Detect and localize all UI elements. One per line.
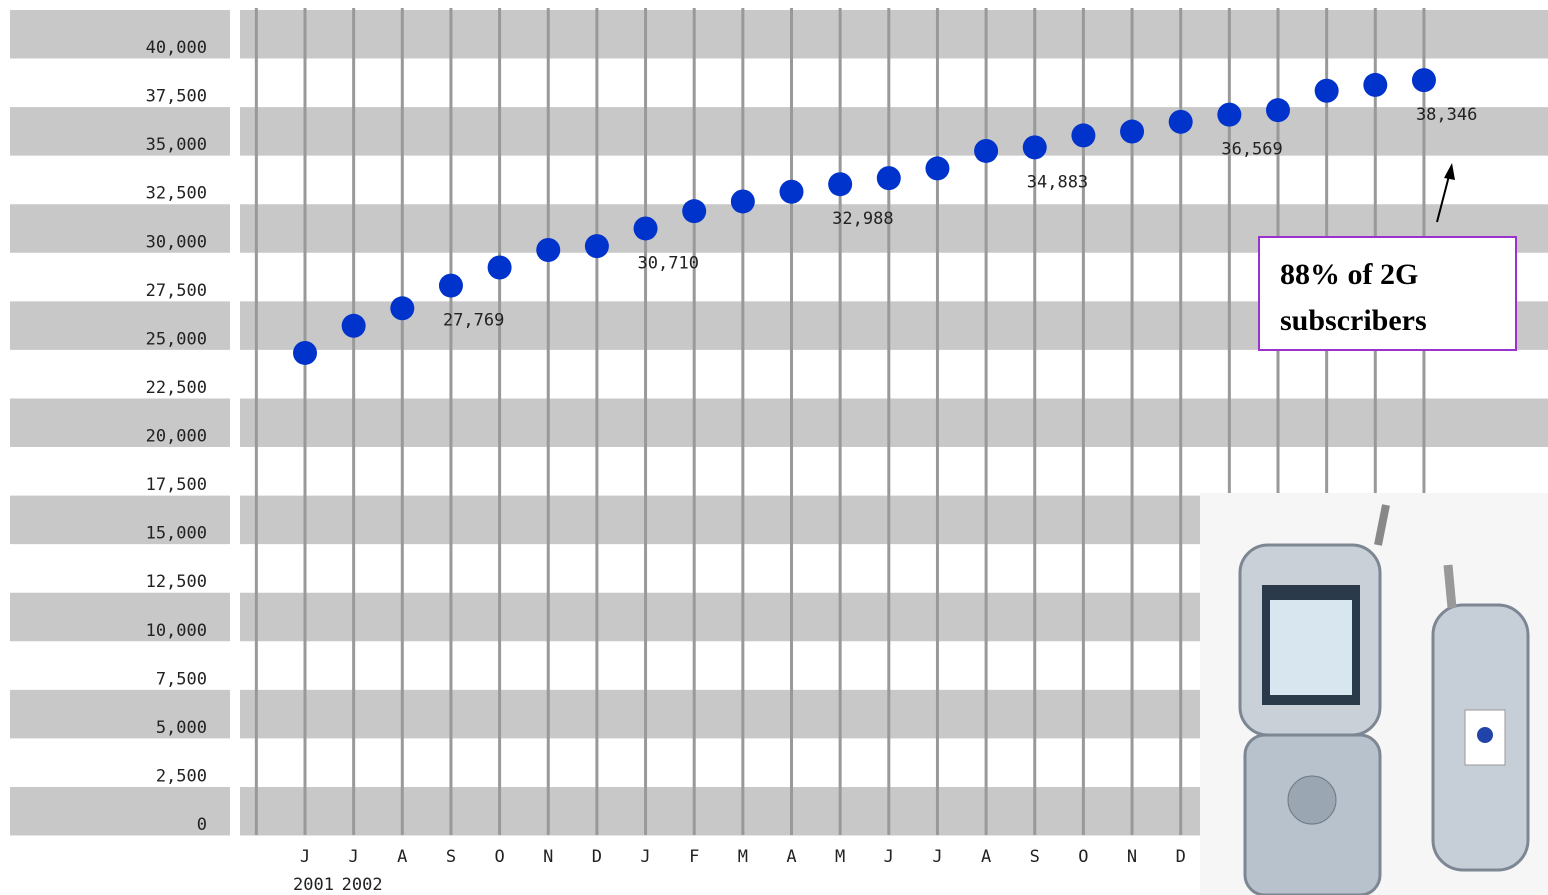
y-tick-label: 20,000 [146,427,207,447]
dot [1120,119,1145,144]
y-tick-label: 27,500 [146,281,207,301]
y-tick-label: 12,500 [146,572,207,592]
dot [974,138,999,163]
grid-band [10,107,1548,156]
y-tick-label: 22,500 [146,378,207,398]
antenna [1374,504,1390,546]
annotation-box [1258,236,1517,351]
dot [341,313,366,338]
y-tick-label: 40,000 [146,38,207,58]
value-label: 32,988 [832,209,893,229]
annotation-text: subscribers [1280,304,1427,337]
x-tick-label: F [689,847,699,867]
value-label: 38,346 [1416,105,1477,125]
dot [779,179,804,204]
x-tick-label: J [932,847,942,867]
y-tick-label: 37,500 [146,87,207,107]
y-tick-label: 2,500 [156,766,207,786]
dot [828,172,853,197]
dot [682,199,707,224]
x-tick-label: N [1127,847,1137,867]
x-tick-label: S [1030,847,1040,867]
x-tick-label: J [300,847,310,867]
dot [633,216,658,241]
antenna [1443,564,1457,609]
y-tick-label: 10,000 [146,621,207,641]
dot [876,166,901,191]
x-tick-label: O [1078,847,1088,867]
x-tick-label: D [1176,847,1186,867]
x-group-label: 2001 [293,875,334,895]
grid-band [10,398,1548,447]
dot [293,340,317,365]
arrow [1436,171,1451,223]
x-tick-label: J [349,847,359,867]
value-label: 36,569 [1221,140,1282,160]
x-tick-label: A [786,847,796,867]
dot [536,238,561,263]
dot [438,273,463,298]
x-tick-label: D [592,847,602,867]
x-tick-label: O [494,847,504,867]
x-tick-label: S [446,847,456,867]
dot [584,234,609,259]
dot [1022,135,1047,160]
y-tick-label: 15,000 [146,524,207,544]
gutter [230,0,240,895]
x-tick-label: A [981,847,991,867]
x-tick-label: M [835,847,845,867]
y-tick-label: 32,500 [146,184,207,204]
y-tick-label: 7,500 [156,669,207,689]
phone-logo [1477,727,1493,743]
dot [1266,98,1290,123]
x-tick-label: J [640,847,650,867]
dot [390,296,415,321]
dot [1314,78,1339,103]
value-label: 30,710 [638,253,699,273]
phone-pad [1287,775,1337,825]
x-tick-label: J [884,847,894,867]
dot [1411,68,1436,93]
dot [487,255,512,280]
phone-image [1200,493,1548,895]
y-tick-label: 35,000 [146,135,207,155]
dot [925,156,950,181]
dot [1363,72,1388,97]
y-tick-label: 30,000 [146,232,207,252]
value-label: 27,769 [443,311,504,331]
value-label: 34,883 [1027,172,1088,192]
phone-display [1270,600,1352,695]
dot [730,189,755,214]
x-tick-label: A [397,847,407,867]
y-tick-label: 25,000 [146,329,207,349]
x-group-label: 2002 [342,875,383,895]
y-tick-label: 5,000 [156,718,207,738]
dot [1071,123,1096,148]
dot [1168,109,1193,134]
grid-band [10,10,1548,59]
y-tick-label: 0 [197,815,207,835]
dot [1217,102,1242,127]
x-tick-label: N [543,847,553,867]
arrow-head [1444,163,1455,180]
annotation-text: 88% of 2G [1280,258,1418,291]
y-tick-label: 17,500 [146,475,207,495]
annotation: 88% of 2G subscribers [1258,163,1517,351]
x-tick-label: M [738,847,748,867]
